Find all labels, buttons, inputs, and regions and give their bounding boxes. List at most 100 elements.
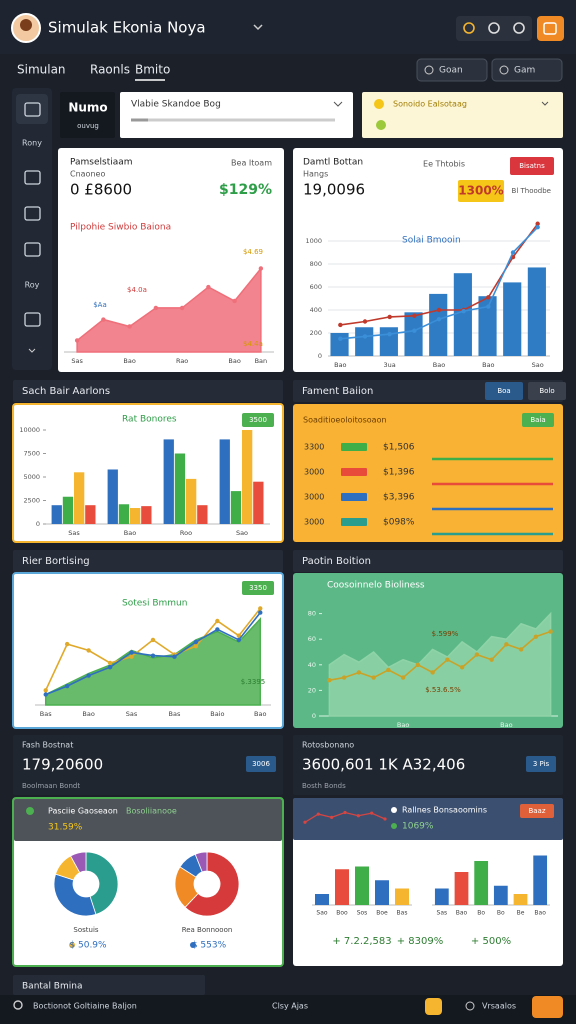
badge [246,756,276,772]
panel-value: 0 £8600 [70,181,132,199]
point [436,317,442,322]
dropdown[interactable] [120,92,353,138]
spark-point [383,817,387,821]
point [215,627,220,632]
x-tick-label: Sao [316,910,327,917]
summary-label: Rotosbonano [302,741,354,750]
bottom-bar [0,995,576,1024]
point [461,308,466,314]
donut-value: $ 553% [192,941,227,951]
y-tick-label: 7500 [23,450,40,458]
change-badge [458,180,504,202]
section-title: Bantal Bmina [22,982,82,992]
rows-header: Soaditioeoloitosoaon [303,416,387,425]
search-placeholder: Boctionot Goltiaine Baljon [33,1002,137,1011]
point [510,250,516,255]
badge-label: Baaz [528,807,545,815]
panel-header [14,799,282,841]
header-action[interactable] [537,16,564,41]
bar [404,312,423,356]
header-icon[interactable] [488,22,500,34]
row-swatch [341,518,367,526]
point [153,305,159,311]
bar [453,273,472,356]
y-tick-label: 80 [308,610,316,618]
logo-sub: ouvug [77,122,99,130]
point [127,324,132,329]
x-tick-label: Be [517,910,525,917]
x-tick-label: Boo [336,910,348,917]
sidebar-icon[interactable] [24,242,41,257]
header-icon[interactable] [513,22,525,34]
badge-label: Baia [530,416,545,424]
point [232,298,237,304]
x-tick-label: Sao [236,529,248,537]
section-button[interactable] [485,382,523,400]
bar [130,508,141,524]
y-tick-label: 800 [310,260,322,268]
bar [513,894,528,905]
toolbar-button[interactable] [416,58,488,82]
point [387,314,392,320]
bar [230,491,242,524]
point [387,331,392,337]
app-title: Simulak Ekonia Noya [48,19,206,37]
panel-title: Pamselstiaam [70,158,133,168]
point [74,338,80,343]
x-tick-label: Roo [180,529,192,537]
point [486,304,491,309]
notice [362,92,563,138]
chart-label: $.599% [432,630,459,638]
toolbar-button[interactable] [491,58,563,82]
point [193,639,199,645]
annotation: $4.4a [243,340,263,348]
sidebar-icon[interactable] [24,170,41,185]
sidebar [12,88,52,370]
notice-icon [374,99,384,109]
point [412,313,417,318]
bar [51,505,62,524]
badge-label: 3500 [249,416,267,424]
sidebar-icon[interactable] [24,102,41,117]
badge [242,413,274,427]
x-tick-label: Bao [124,529,136,537]
panel-right-label: Ee Thtobis [423,160,465,169]
bottom-icon[interactable] [425,998,442,1015]
chart-label: $.3395 [241,678,266,686]
y-tick-label: 600 [310,283,322,291]
bar [186,478,197,524]
sidebar-icon[interactable] [24,206,41,221]
logo: Numo [68,101,107,115]
status-dot [26,807,34,815]
sidebar-icon[interactable] [24,312,41,327]
x-tick-label: Bao [500,721,512,729]
bars-change: 1069% [402,822,434,832]
panel-value: 19,0096 [303,181,365,199]
summary-label: Fash Bostnat [22,741,73,750]
sidebar-active [16,94,48,124]
x-tick-label: Sas [71,357,83,365]
x-tick-label: Bao [334,361,346,369]
point [486,295,491,300]
toolbar-button-label: Goan [439,66,463,76]
point [86,648,91,653]
toolbar-button-label: Gam [514,66,535,76]
bar [330,333,349,356]
header-icon[interactable] [463,22,475,34]
section-button[interactable] [528,382,566,400]
bar [85,505,96,524]
search-icon[interactable] [13,1000,23,1010]
bar [118,504,130,524]
bar [107,469,118,524]
summary-bar [13,735,283,795]
point [179,305,185,311]
bar [141,506,152,524]
point [327,677,332,683]
badge [526,756,556,772]
bottom-action[interactable] [532,996,563,1018]
point [362,319,368,324]
x-tick-label: Boe [376,910,388,917]
badge [520,804,554,818]
tab: Raonls [90,63,130,77]
